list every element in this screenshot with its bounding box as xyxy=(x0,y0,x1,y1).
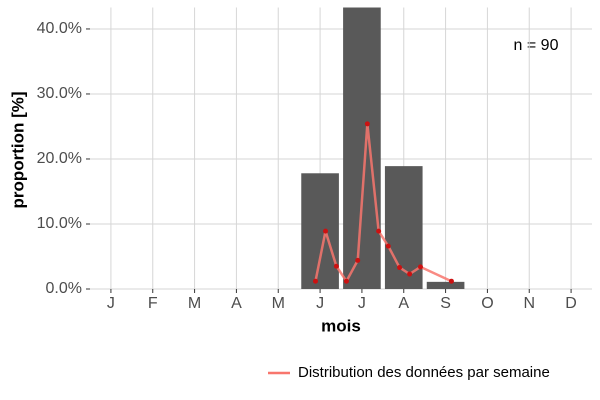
x-tick-label: A xyxy=(231,295,242,312)
y-tick-label: 0.0% xyxy=(46,280,82,297)
bar xyxy=(343,7,381,289)
point xyxy=(333,263,339,269)
x-tick-label: D xyxy=(565,295,577,312)
bar xyxy=(426,281,465,289)
x-tick-label: M xyxy=(188,295,201,312)
x-tick-label: J xyxy=(107,295,115,312)
x-tick-label: A xyxy=(398,295,409,312)
point xyxy=(397,265,403,271)
annotation: n = 90 xyxy=(514,37,559,54)
point xyxy=(355,257,361,263)
y-tick-label: 30.0% xyxy=(37,85,82,102)
point xyxy=(376,228,382,234)
point xyxy=(312,278,318,284)
plot: 0.0% 10.0% 20.0% 30.0% 40.0% J F M A M J J A S O N D xyxy=(37,7,592,375)
x-tick-label: N xyxy=(523,295,535,312)
point xyxy=(343,278,349,284)
y-axis-title: proportion [%] xyxy=(8,91,27,208)
bar xyxy=(301,173,339,289)
x-tick-label: S xyxy=(440,295,451,312)
y-tick-label: 40.0% xyxy=(37,20,82,37)
x-axis-title: mois xyxy=(321,316,361,335)
point xyxy=(385,243,391,249)
point xyxy=(417,264,423,270)
x-tick-label: J xyxy=(358,295,366,312)
point xyxy=(407,271,413,277)
point xyxy=(323,228,329,234)
point xyxy=(448,278,454,284)
y-tick-label: 10.0% xyxy=(37,215,82,232)
x-tick-label: M xyxy=(272,295,285,312)
x-tick-label: F xyxy=(148,295,158,312)
x-tick-label: J xyxy=(316,295,324,312)
y-tick-label: 20.0% xyxy=(37,150,82,167)
x-tick-label: O xyxy=(481,295,493,312)
legend-label: Distribution des données par semaine xyxy=(298,364,550,381)
point xyxy=(364,121,370,127)
